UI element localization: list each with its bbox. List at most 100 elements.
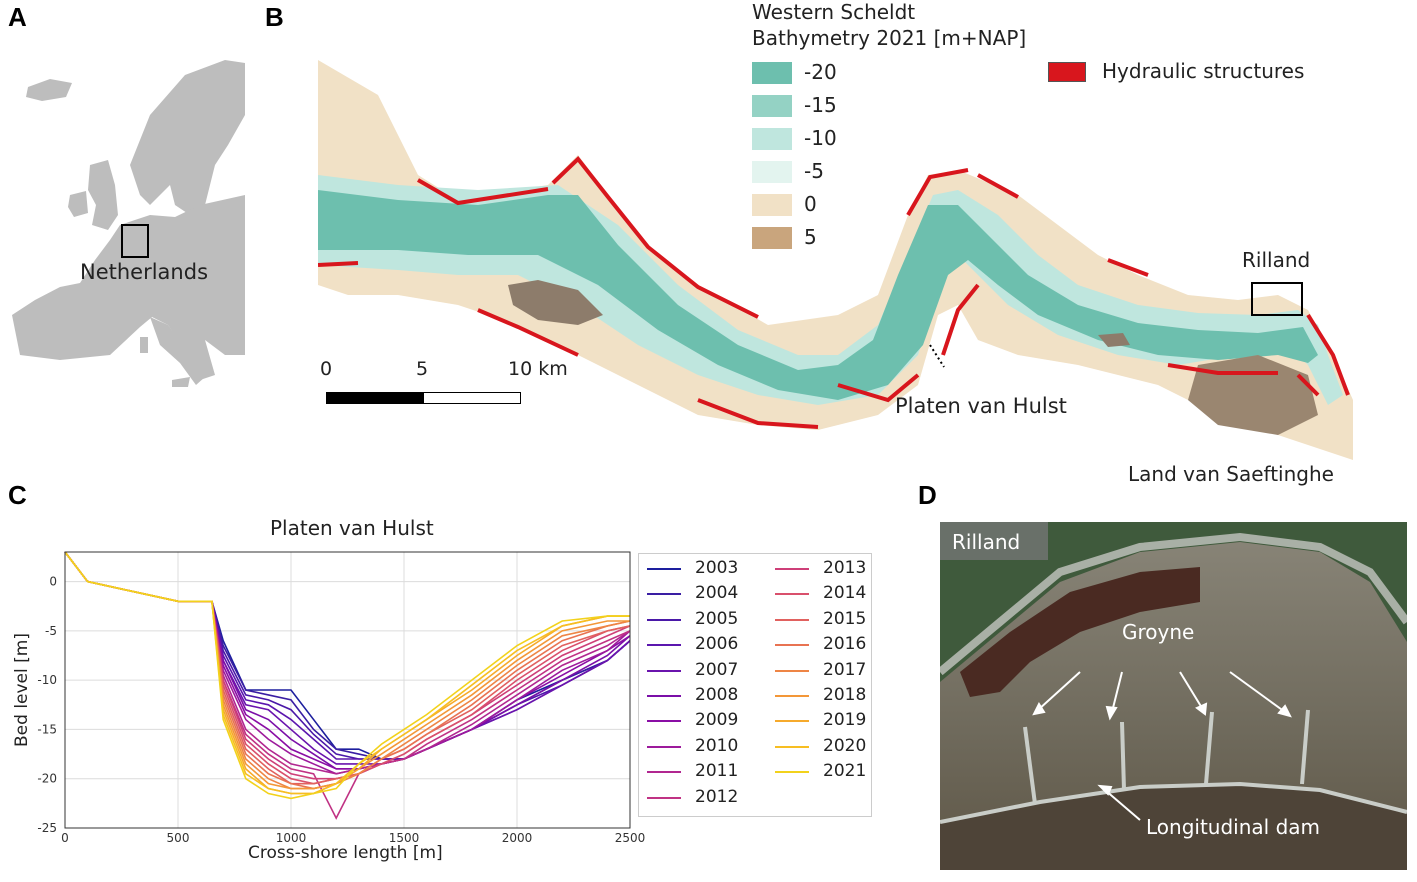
- legend-swatch-20: [752, 62, 792, 84]
- legend-year-label: 2013: [823, 558, 867, 578]
- legend-line: [775, 618, 809, 621]
- legend-label: -15: [804, 93, 837, 117]
- annotation-arrows: [1032, 671, 1292, 821]
- netherlands-box: [121, 224, 149, 258]
- x-tick-label: 2500: [615, 831, 646, 845]
- saeftinghe-label: Land van Saeftinghe: [1128, 462, 1334, 486]
- legend-item-2021: 2021: [775, 761, 895, 783]
- series-line-2003: [64, 551, 631, 760]
- legend-item-2015: 2015: [775, 609, 895, 631]
- legend-swatch-0: [752, 194, 792, 216]
- chart-xlabel: Cross-shore length [m]: [248, 843, 443, 863]
- bed-level-chart: 0 500 1000 1500 2000 2500 0 -5 -10 -15 -20 -25: [37, 551, 646, 845]
- bathymetry-legend: -20 -15 -10 -5 0 5: [752, 60, 872, 262]
- chart-frame: [64, 551, 631, 829]
- series-line-2018: [64, 551, 630, 790]
- y-tick-label: -10: [37, 673, 57, 687]
- legend-title-line1: Western Scheldt: [752, 0, 916, 24]
- panel-letter-a: A: [8, 2, 27, 32]
- italy-shape: [150, 317, 205, 385]
- legend-label: -20: [804, 60, 837, 84]
- legend-year-label: 2018: [823, 685, 867, 705]
- legend-item-2019: 2019: [775, 710, 895, 732]
- hydraulic-structures-label: Hydraulic structures: [1102, 59, 1305, 83]
- scale-tick-5: 5: [416, 358, 429, 380]
- series-line-2006: [64, 551, 631, 760]
- chart-title: Platen van Hulst: [270, 516, 434, 540]
- legend-line: [775, 669, 809, 672]
- legend-line: [647, 568, 681, 570]
- legend-swatch-5: [752, 161, 792, 183]
- panel-letter-c: C: [8, 480, 27, 510]
- hydraulic-structures-swatch: [1048, 62, 1086, 82]
- rilland-box: [1251, 282, 1303, 316]
- legend-line: [647, 644, 681, 647]
- legend-year-label: 2011: [695, 761, 739, 782]
- legend-year-label: 2021: [823, 761, 867, 782]
- y-tick-label: -20: [37, 772, 57, 786]
- legend-item-2007: 2007: [647, 660, 767, 682]
- legend-item-2005: 2005: [647, 609, 767, 631]
- legend-year-label: 2012: [695, 786, 739, 807]
- legend-year-label: 2016: [823, 634, 867, 655]
- channel-deep: [318, 190, 1318, 400]
- scale-bar-light: [423, 392, 521, 404]
- hydraulic-structures: [317, 156, 1350, 429]
- polder-area: [940, 522, 1407, 682]
- scandinavia-shape: [130, 60, 245, 215]
- legend-swatch-10: [752, 128, 792, 150]
- legend-year-label: 2009: [695, 710, 739, 731]
- legend-line: [775, 568, 809, 570]
- legend-year-label: 2020: [823, 735, 867, 756]
- salt-marsh: [960, 567, 1200, 697]
- europe-map: [0, 55, 245, 395]
- legend-year-label: 2003: [695, 558, 739, 578]
- legend-swatch-plus5: [752, 227, 792, 249]
- y-tick-label: 0: [49, 575, 57, 589]
- legend-line: [775, 720, 809, 723]
- legend-label: 5: [804, 225, 817, 249]
- legend-item-2010: 2010: [647, 736, 767, 758]
- y-tick-label: -25: [37, 821, 57, 835]
- y-tick-label: -15: [37, 722, 57, 736]
- legend-title-line2: Bathymetry 2021 [m+NAP]: [752, 26, 1027, 50]
- legend-swatch-15: [752, 95, 792, 117]
- rilland-tag-bg: [940, 522, 1048, 560]
- legend-year-label: 2015: [823, 608, 867, 629]
- chart-ylabel: Bed level [m]: [12, 633, 32, 747]
- scale-tick-10: 10 km: [508, 358, 568, 380]
- legend-line: [647, 745, 681, 748]
- legend-year-label: 2010: [695, 735, 739, 756]
- legend-line: [647, 669, 681, 672]
- iceland-shape: [26, 79, 72, 101]
- legend-item-2012: 2012: [647, 787, 767, 809]
- legend-line: [775, 593, 809, 596]
- legend-line: [647, 796, 681, 799]
- legend-line: [647, 618, 681, 621]
- legend-year-label: 2006: [695, 634, 739, 655]
- legend-item-2009: 2009: [647, 710, 767, 732]
- legend-item-2013: 2013: [775, 558, 895, 580]
- x-tick-label: 2000: [502, 831, 533, 845]
- legend-year-label: 2004: [695, 583, 739, 604]
- series-line-2017: [64, 551, 631, 790]
- legend-label: 0: [804, 192, 817, 216]
- ireland-shape: [68, 191, 88, 217]
- panel-letter-d: D: [918, 480, 937, 510]
- legend-item-2014: 2014: [775, 583, 895, 605]
- legend-item-2011: 2011: [647, 761, 767, 783]
- legend-item-2016: 2016: [775, 634, 895, 656]
- series-line-2016: [64, 551, 631, 790]
- lower-mudflat: [940, 784, 1407, 870]
- dike-road: [940, 532, 1407, 676]
- uk-shape: [88, 160, 118, 230]
- legend-item-2004: 2004: [647, 583, 767, 605]
- x-tick-label: 1500: [389, 831, 420, 845]
- legend-year-label: 2019: [823, 710, 867, 731]
- continent-shape: [12, 195, 245, 380]
- series-line-2004: [64, 551, 631, 760]
- series-line-2007: [64, 551, 631, 765]
- legend-year-label: 2014: [823, 583, 867, 604]
- scale-bar-dark: [326, 392, 425, 404]
- legend-line: [775, 695, 809, 697]
